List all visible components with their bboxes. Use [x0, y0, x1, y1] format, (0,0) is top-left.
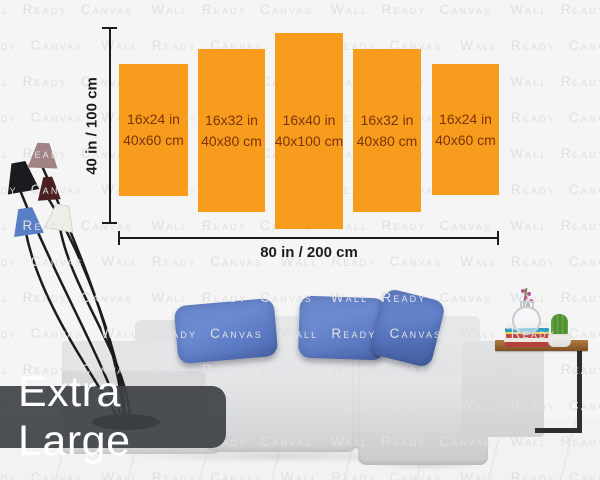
- panel-size-inches: 16x32 in: [360, 111, 414, 128]
- flower: [521, 289, 525, 293]
- sofa-armrest: [462, 341, 544, 437]
- dimension-tick: [118, 231, 120, 245]
- panel-size-inches: 16x24 in: [127, 111, 180, 127]
- panel-size-inches: 16x40 in: [282, 112, 336, 128]
- width-dimension-label: 80 in / 200 cm: [260, 244, 358, 261]
- canvas-panel-1: 16x24 in 40x60 cm: [119, 64, 188, 196]
- book: [504, 337, 549, 342]
- lamp-shade-blue: [14, 207, 44, 237]
- height-dimension-label: 40 in / 100 cm: [83, 77, 101, 175]
- sofa-seat-cushion: [205, 350, 357, 452]
- cactus-plant: [551, 314, 568, 336]
- glass-vase: [520, 301, 534, 310]
- size-label-bar: Extra Large: [0, 368, 226, 465]
- dimension-tick: [497, 231, 499, 245]
- lamp-shade-white: [44, 203, 74, 233]
- panel-size-cm: 40x60 cm: [123, 132, 184, 148]
- width-dimension-line: [119, 237, 499, 239]
- panel-size-cm: 40x60 cm: [435, 131, 496, 148]
- throw-pillow: [173, 297, 279, 365]
- panel-size-cm: 40x80 cm: [356, 132, 418, 149]
- flower: [527, 292, 531, 296]
- canvas-panel-4: 16x32 in 40x80 cm: [353, 49, 421, 212]
- lamp-shade-black: [7, 161, 40, 195]
- panel-size-inches: 16x24 in: [439, 110, 492, 127]
- panel-size-cm: 40x80 cm: [201, 132, 262, 149]
- watermark-text: Wall Ready Canvas Wall Ready Canvas Wall…: [0, 2, 600, 17]
- panel-size-inches: 16x32 in: [205, 111, 258, 128]
- lamp-shade-mauve: [27, 142, 58, 169]
- panel-size-cm: 40x100 cm: [274, 133, 344, 149]
- canvas-panel-5: 16x24 in 40x60 cm: [432, 64, 499, 195]
- book: [506, 333, 549, 338]
- dimension-tick: [102, 222, 117, 224]
- size-label-text: Extra Large: [18, 368, 131, 465]
- book: [505, 341, 549, 347]
- flower: [524, 296, 528, 300]
- dimension-tick: [102, 27, 117, 29]
- plant-pot: [548, 334, 571, 347]
- side-table-rail: [535, 428, 582, 433]
- side-table-leg: [577, 351, 582, 432]
- glass-vase: [512, 306, 541, 335]
- canvas-panel-2: 16x32 in 40x80 cm: [198, 49, 265, 212]
- canvas-panel-3: 16x40 in 40x100 cm: [275, 33, 343, 229]
- height-dimension-line: [109, 28, 111, 224]
- lamp-shade-maroon: [37, 176, 61, 201]
